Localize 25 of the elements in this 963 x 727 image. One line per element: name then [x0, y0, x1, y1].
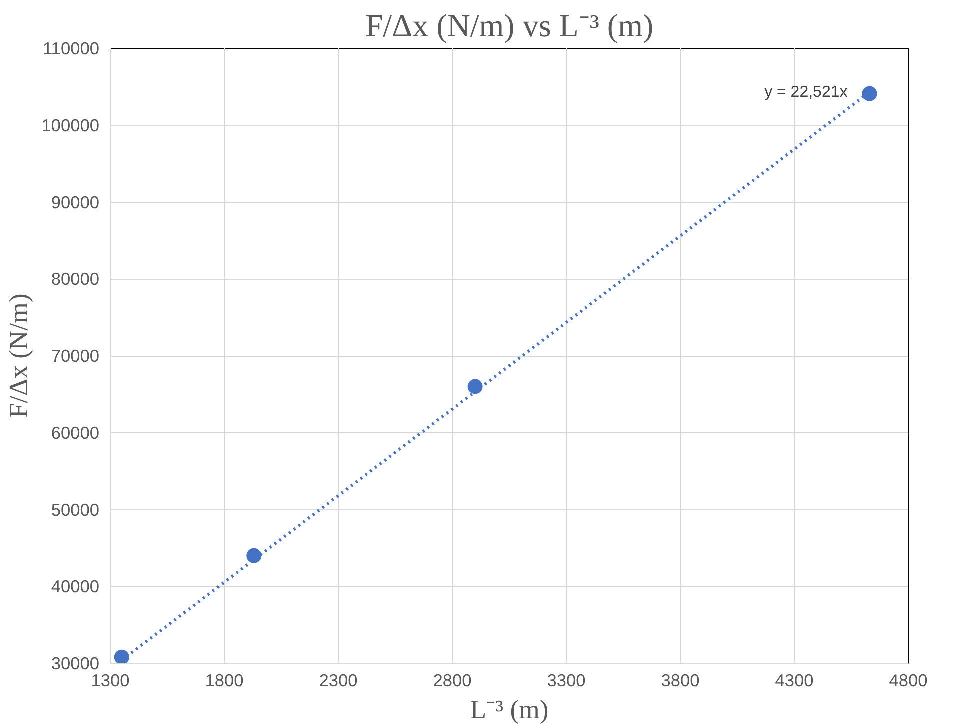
x-tick-label: 1300 [91, 670, 130, 690]
point [468, 379, 483, 394]
y-tick-label: 40000 [51, 576, 100, 597]
y-tick-label: 80000 [51, 269, 100, 290]
y-tick-label: 70000 [51, 346, 100, 366]
x-tick-label: 1800 [205, 670, 244, 690]
x-tick-label: 3800 [661, 670, 700, 690]
chart-title: F/Δx (N/m) vs L⁻³ (m) [365, 8, 654, 44]
x-tick-label: 4800 [889, 670, 928, 690]
x-tick-label: 2800 [433, 670, 472, 690]
y-tick-label: 90000 [51, 192, 100, 212]
point [862, 86, 878, 102]
point [114, 650, 130, 664]
y-axis-title: F/Δx (N/m) [4, 294, 34, 418]
x-tick-label: 4300 [775, 670, 814, 690]
x-tick-label: 3300 [547, 670, 586, 690]
x-axis-title: L⁻³ (m) [470, 694, 549, 724]
point [246, 548, 262, 564]
y-tick-label: 50000 [51, 500, 100, 520]
annotation: y = 22,521x [764, 84, 848, 101]
y-tick-label: 110000 [42, 38, 100, 58]
x-tick-label: 2300 [319, 670, 358, 690]
y-tick-label: 100000 [42, 115, 100, 136]
y-tick-label: 30000 [51, 654, 100, 674]
y-tick-label: 60000 [51, 422, 100, 443]
